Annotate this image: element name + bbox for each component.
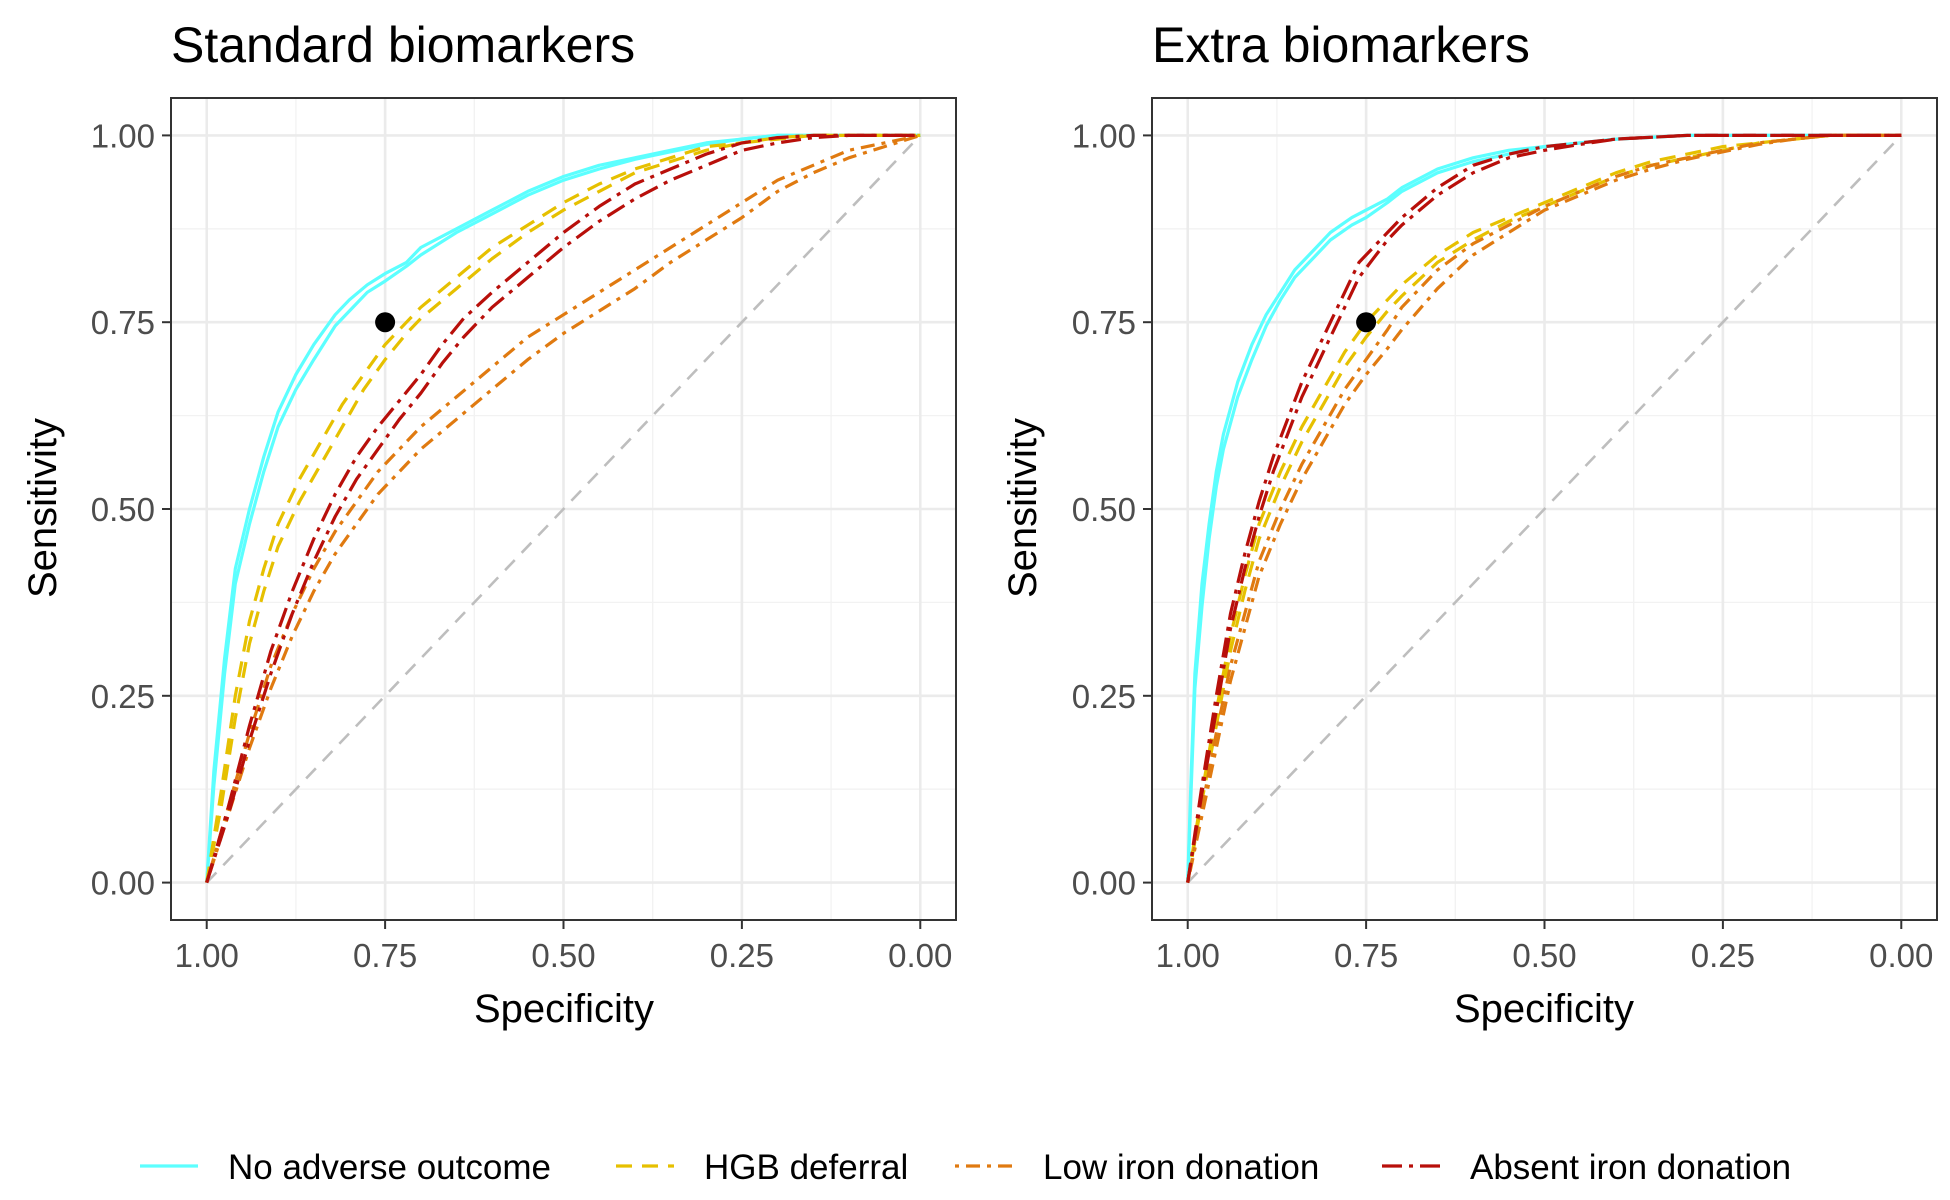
legend-label: HGB deferral — [704, 1148, 908, 1187]
legend-label: No adverse outcome — [228, 1148, 551, 1187]
panel-extra-biomarkers: Extra biomarkers Specificity Sensitivity… — [1001, 17, 1938, 1031]
plot-area — [170, 97, 957, 921]
series-low-iron-donation — [205, 133, 921, 884]
y-axis-title: Sensitivity — [1001, 418, 1045, 598]
legend-item-absent-iron-donation: Absent iron donation — [1382, 1148, 1791, 1187]
roc-curve — [205, 133, 921, 884]
series-absent-iron-donation — [205, 133, 921, 884]
x-tick-label: 1.00 — [1156, 937, 1220, 974]
x-tick-label: 0.25 — [1691, 937, 1755, 974]
series-absent-iron-donation — [1186, 133, 1902, 883]
reference-diagonal-line — [1186, 134, 1903, 884]
x-axis-title: Specificity — [1454, 987, 1634, 1031]
x-tick-label: 0.75 — [1334, 937, 1398, 974]
legend-label: Low iron donation — [1043, 1148, 1319, 1187]
legend-item-no-adverse-outcome: No adverse outcome — [140, 1148, 551, 1187]
y-tick-label: 0.75 — [91, 304, 155, 341]
y-tick-label: 1.00 — [1072, 117, 1136, 154]
series-low-iron-donation — [1186, 133, 1902, 883]
x-tick-label: 0.50 — [531, 937, 595, 974]
roc-curve — [1186, 133, 1902, 883]
axes: 1.00 0.75 0.50 0.25 0.00 0.00 0.25 0.50 0.75 1.00 — [91, 117, 953, 974]
y-tick-label: 0.25 — [91, 678, 155, 715]
x-axis-title: Specificity — [474, 987, 654, 1031]
roc-curve — [1186, 133, 1902, 883]
y-tick-label: 1.00 — [91, 117, 155, 154]
reference-diagonal-line — [205, 134, 922, 884]
series-hgb-deferral — [205, 133, 921, 883]
x-tick-label: 0.75 — [353, 937, 417, 974]
y-tick-label: 0.50 — [1072, 491, 1136, 528]
roc-curve — [1186, 133, 1902, 883]
roc-curve — [205, 133, 921, 884]
series-no-adverse-outcome — [205, 133, 921, 883]
y-tick-label: 0.00 — [91, 865, 155, 902]
threshold-point — [1356, 312, 1377, 333]
roc-curve — [205, 133, 921, 883]
y-axis-title: Sensitivity — [21, 418, 65, 598]
panel-title: Extra biomarkers — [1152, 17, 1530, 73]
y-tick-label: 0.00 — [1072, 865, 1136, 902]
x-tick-label: 0.00 — [888, 937, 952, 974]
legend: No adverse outcome HGB deferral Low iron… — [140, 1148, 1791, 1187]
panel-standard-biomarkers: Standard biomarkers Specificity Sensitiv… — [21, 17, 957, 1031]
x-tick-label: 0.50 — [1512, 937, 1576, 974]
roc-curve — [205, 133, 921, 884]
y-tick-label: 0.25 — [1072, 678, 1136, 715]
y-tick-label: 0.50 — [91, 491, 155, 528]
legend-label: Absent iron donation — [1470, 1148, 1791, 1187]
roc-curve — [205, 133, 921, 883]
axes: 1.00 0.75 0.50 0.25 0.00 0.00 0.25 0.50 0.75 1.00 — [1072, 117, 1934, 974]
threshold-point — [375, 312, 396, 333]
x-tick-label: 0.25 — [710, 937, 774, 974]
plot-area — [1151, 97, 1938, 921]
legend-item-low-iron-donation: Low iron donation — [955, 1148, 1319, 1187]
roc-curve — [1186, 133, 1902, 883]
roc-curve — [205, 133, 921, 883]
panel-title: Standard biomarkers — [171, 17, 635, 73]
x-tick-label: 1.00 — [175, 937, 239, 974]
roc-curve — [205, 133, 921, 884]
y-tick-label: 0.75 — [1072, 304, 1136, 341]
x-tick-label: 0.00 — [1869, 937, 1933, 974]
legend-item-hgb-deferral: HGB deferral — [616, 1148, 908, 1187]
